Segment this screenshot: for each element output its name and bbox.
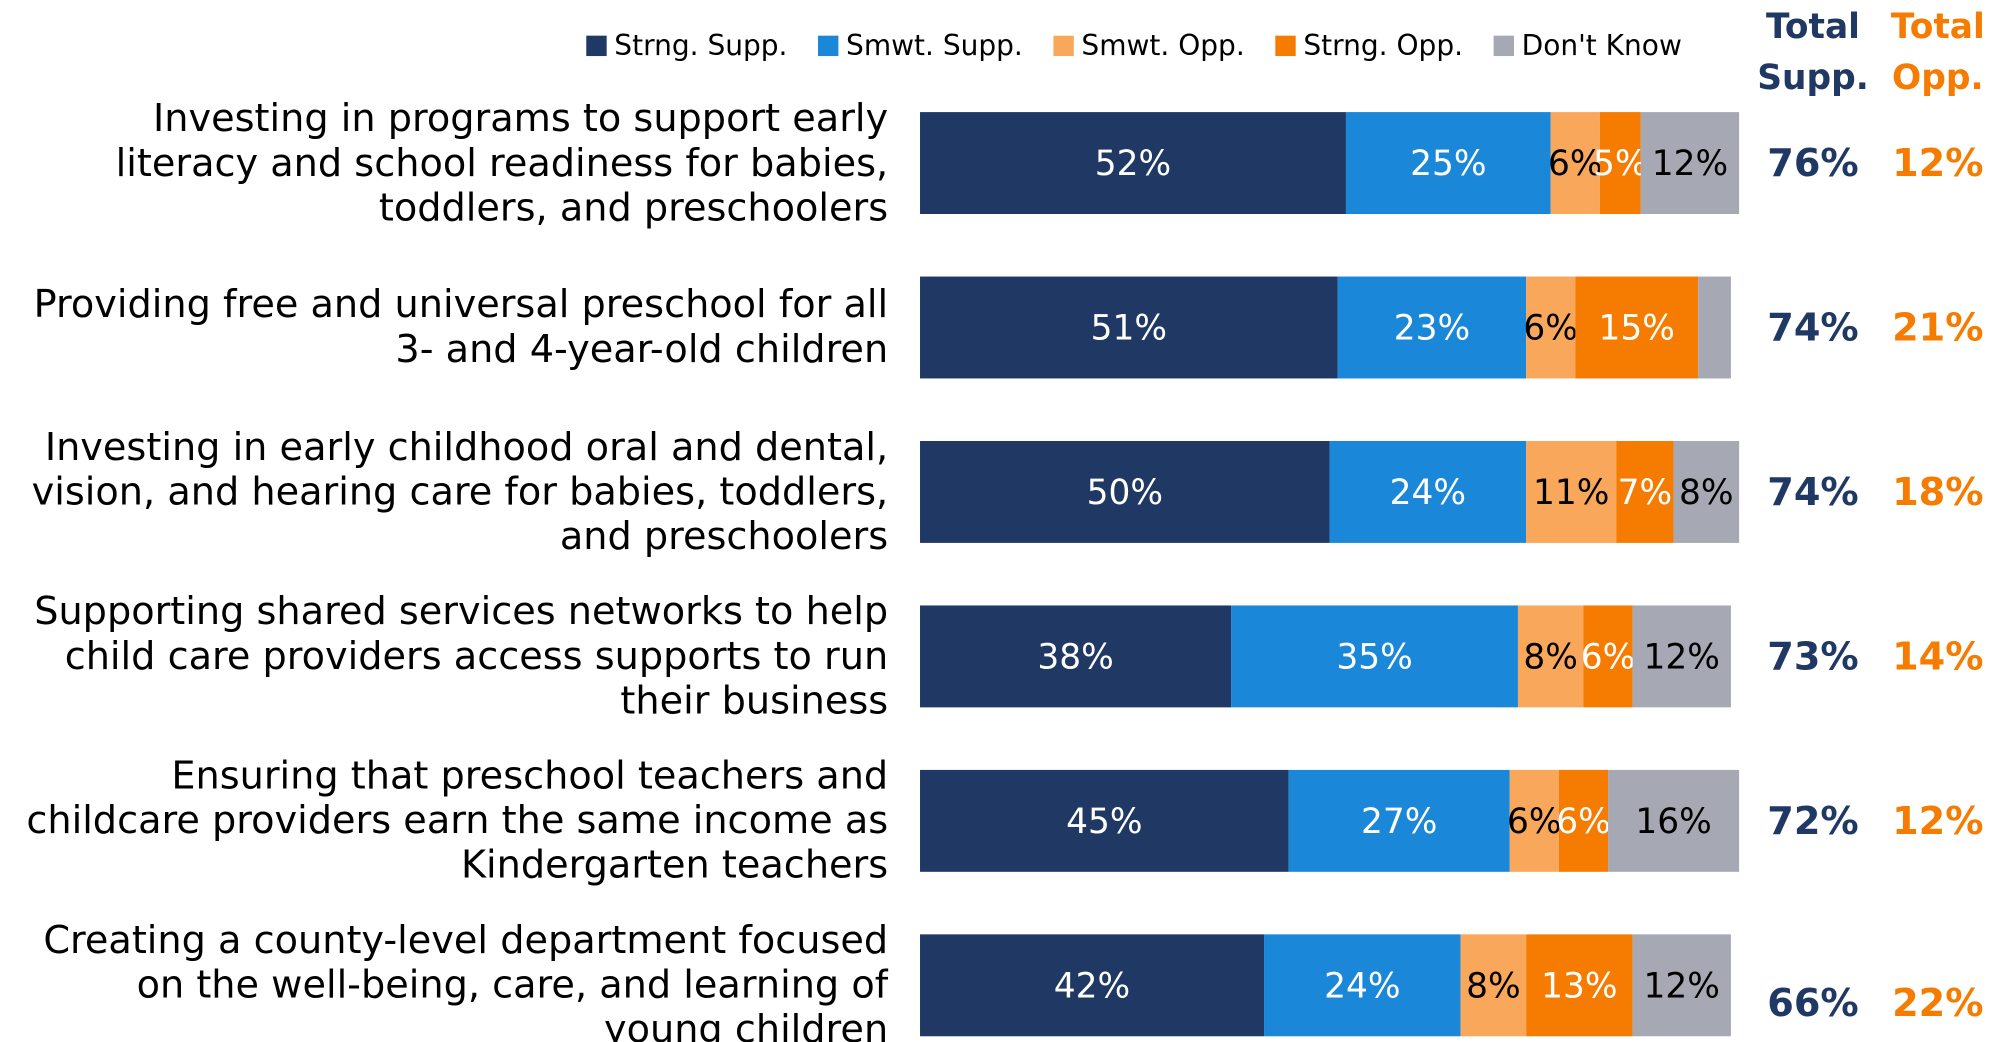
data-label: 12% [1644, 637, 1720, 677]
data-label: 45% [1066, 802, 1142, 842]
total-value: 73% [1767, 635, 1858, 679]
bar-segment [920, 605, 1232, 708]
total-header-box: Total Supp. [1757, 7, 1869, 99]
data-label: 13% [1541, 966, 1617, 1006]
data-label: 7% [1618, 473, 1673, 513]
category-label: Investing in early childhood oral and de… [31, 425, 889, 559]
total-value: 21% [1892, 307, 1983, 351]
data-label: 35% [1336, 637, 1412, 677]
total-value: 18% [1892, 471, 1983, 515]
category-label-box: Ensuring that preschool teachers and chi… [26, 753, 889, 888]
bar-segment [1673, 441, 1740, 543]
bar-segment [1264, 934, 1461, 1037]
bar-segment [1558, 769, 1609, 872]
bar-segment [1345, 112, 1551, 215]
total-header: Total Opp. [1890, 7, 1985, 99]
bar-segment [920, 276, 1338, 379]
legend-label: Smwt. Opp. [1081, 29, 1244, 62]
bar-segment [920, 112, 1346, 215]
bar-segment [1550, 112, 1600, 215]
data-label: 6% [1507, 802, 1562, 842]
bar-segment [1575, 276, 1699, 379]
bar-segment [1526, 441, 1617, 543]
total-value: 12% [1892, 800, 1983, 844]
bar-segment [1337, 276, 1527, 379]
data-label: 6% [1548, 144, 1603, 184]
data-label: 16% [1635, 802, 1711, 842]
data-label: 50% [1087, 473, 1163, 513]
bar-segment [1526, 934, 1633, 1037]
total-value: 66% [1767, 982, 1858, 1026]
data-label: 42% [1054, 966, 1130, 1006]
bar-segment [1583, 605, 1633, 708]
category-label-box: Supporting shared services networks to h… [34, 589, 889, 724]
legend-label: Strng. Supp. [614, 29, 787, 62]
bar-segment [1616, 441, 1674, 543]
legend-swatch [1275, 35, 1296, 57]
total-value: 12% [1892, 142, 1983, 186]
category-label: Supporting shared services networks to h… [34, 589, 889, 724]
data-label: 8% [1523, 637, 1578, 677]
bar-segment [1517, 605, 1584, 708]
data-label: 38% [1037, 637, 1113, 677]
total-value: 74% [1767, 307, 1858, 351]
bar-segment [1231, 605, 1518, 708]
category-label: Creating a county-level department focus… [43, 918, 889, 1042]
category-label-box: Investing in early childhood oral and de… [31, 425, 889, 559]
legend-label: Don't Know [1522, 29, 1682, 62]
total-value: 22% [1892, 982, 1983, 1026]
bar-segment [1599, 112, 1641, 215]
total-value: 14% [1892, 635, 1983, 679]
bar-segment [1698, 276, 1731, 379]
legend-swatch [818, 35, 839, 57]
data-label: 27% [1361, 802, 1437, 842]
bar-segment [1608, 769, 1740, 872]
category-label: Investing in programs to support early l… [115, 96, 889, 230]
bar-segment [1526, 276, 1576, 379]
category-label-box: Investing in programs to support early l… [115, 96, 889, 230]
category-label-box: Creating a county-level department focus… [43, 918, 889, 1042]
data-label: 6% [1523, 309, 1578, 349]
data-label: 15% [1599, 309, 1675, 349]
data-label: 8% [1466, 966, 1521, 1006]
bar-segment [1460, 934, 1527, 1037]
data-label: 12% [1652, 144, 1728, 184]
legend-swatch [1493, 35, 1514, 57]
data-label: 24% [1390, 473, 1466, 513]
data-label: 12% [1644, 966, 1720, 1006]
category-label: Providing free and universal preschool f… [33, 282, 889, 373]
bar-segment [1329, 441, 1527, 543]
data-label: 6% [1581, 637, 1636, 677]
total-value: 72% [1767, 800, 1858, 844]
data-label: 24% [1324, 966, 1400, 1006]
bar-segment [920, 769, 1289, 872]
legend-swatch [1053, 35, 1074, 57]
bar-segment [1632, 605, 1731, 708]
legend-label: Smwt. Supp. [846, 29, 1023, 62]
data-label: 6% [1556, 802, 1611, 842]
legend-label: Strng. Opp. [1303, 29, 1463, 62]
data-label: 11% [1533, 473, 1609, 513]
data-label: 25% [1410, 144, 1486, 184]
total-header: Total Supp. [1757, 7, 1869, 99]
bar-segment [1288, 769, 1510, 872]
total-value: 74% [1767, 471, 1858, 515]
bar-segment [920, 441, 1330, 543]
total-header-box: Total Opp. [1890, 7, 1985, 99]
data-label: 51% [1091, 309, 1167, 349]
legend-swatch [586, 35, 607, 57]
bar-segment [1509, 769, 1559, 872]
bar-segment [1632, 934, 1731, 1037]
category-label-box: Providing free and universal preschool f… [33, 282, 889, 373]
total-value: 76% [1767, 142, 1858, 186]
bar-segment [1640, 112, 1740, 215]
bar-segment [920, 934, 1265, 1037]
data-label: 23% [1394, 309, 1470, 349]
category-label: Ensuring that preschool teachers and chi… [26, 753, 889, 888]
data-label: 8% [1679, 473, 1734, 513]
data-label: 5% [1593, 144, 1648, 184]
data-label: 52% [1095, 144, 1171, 184]
